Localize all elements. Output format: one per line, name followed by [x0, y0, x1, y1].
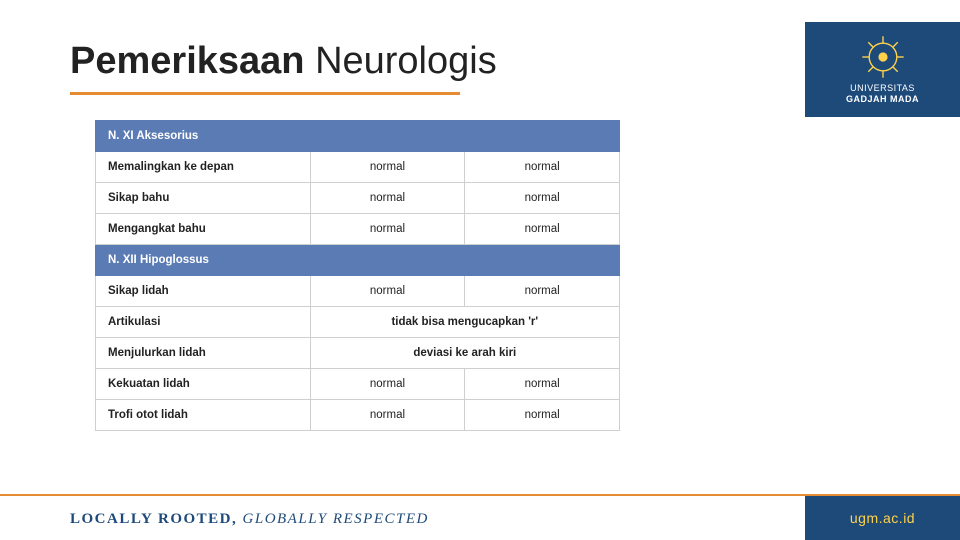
exam-table-container: N. XI AksesoriusMemalingkan ke depannorm…: [95, 120, 620, 431]
row-value-left: normal: [310, 369, 465, 400]
tagline-part-a: LOCALLY ROOTED,: [70, 511, 243, 527]
row-label: Sikap bahu: [96, 183, 311, 214]
section-header: N. XII Hipoglossus: [96, 245, 620, 276]
footer-tagline: LOCALLY ROOTED, GLOBALLY RESPECTED: [70, 511, 429, 528]
table-row: Menjulurkan lidahdeviasi ke arah kiri: [96, 338, 620, 369]
row-label: Mengangkat bahu: [96, 214, 311, 245]
row-value-left: normal: [310, 183, 465, 214]
university-line2: GADJAH MADA: [846, 94, 919, 105]
row-label: Menjulurkan lidah: [96, 338, 311, 369]
row-label: Kekuatan lidah: [96, 369, 311, 400]
table-row: Sikap lidahnormalnormal: [96, 276, 620, 307]
exam-table: N. XI AksesoriusMemalingkan ke depannorm…: [95, 120, 620, 431]
section-header-row: N. XII Hipoglossus: [96, 245, 620, 276]
row-value-right: normal: [465, 214, 620, 245]
table-row: Trofi otot lidahnormalnormal: [96, 400, 620, 431]
row-value-left: normal: [310, 276, 465, 307]
row-value-right: normal: [465, 152, 620, 183]
row-value-left: normal: [310, 152, 465, 183]
section-header-row: N. XI Aksesorius: [96, 121, 620, 152]
row-label: Artikulasi: [96, 307, 311, 338]
section-header: N. XI Aksesorius: [96, 121, 620, 152]
university-line1: UNIVERSITAS: [850, 83, 915, 93]
table-row: Sikap bahunormalnormal: [96, 183, 620, 214]
row-label: Trofi otot lidah: [96, 400, 311, 431]
title-underline: [70, 92, 460, 95]
row-value-left: normal: [310, 214, 465, 245]
row-value-left: normal: [310, 400, 465, 431]
title-bold: Pemeriksaan: [70, 40, 305, 82]
university-name: UNIVERSITAS GADJAH MADA: [846, 83, 919, 105]
slide: UNIVERSITAS GADJAH MADA Pemeriksaan Neur…: [0, 0, 960, 540]
table-row: Artikulasitidak bisa mengucapkan 'r': [96, 307, 620, 338]
table-row: Kekuatan lidahnormalnormal: [96, 369, 620, 400]
row-value-right: normal: [465, 276, 620, 307]
row-merged-value: deviasi ke arah kiri: [310, 338, 619, 369]
page-title: Pemeriksaan Neurologis: [70, 40, 497, 83]
row-merged-value: tidak bisa mengucapkan 'r': [310, 307, 619, 338]
footer: LOCALLY ROOTED, GLOBALLY RESPECTED ugm.a…: [0, 486, 960, 540]
row-value-right: normal: [465, 369, 620, 400]
title-light: Neurologis: [315, 40, 497, 82]
university-badge: UNIVERSITAS GADJAH MADA: [805, 22, 960, 117]
ugm-logo-icon: [860, 34, 906, 80]
table-row: Memalingkan ke depannormalnormal: [96, 152, 620, 183]
row-label: Memalingkan ke depan: [96, 152, 311, 183]
row-label: Sikap lidah: [96, 276, 311, 307]
row-value-right: normal: [465, 400, 620, 431]
tagline-part-b: GLOBALLY RESPECTED: [243, 511, 429, 527]
row-value-right: normal: [465, 183, 620, 214]
footer-url: ugm.ac.id: [850, 510, 915, 526]
footer-url-box: ugm.ac.id: [805, 496, 960, 540]
table-row: Mengangkat bahunormalnormal: [96, 214, 620, 245]
